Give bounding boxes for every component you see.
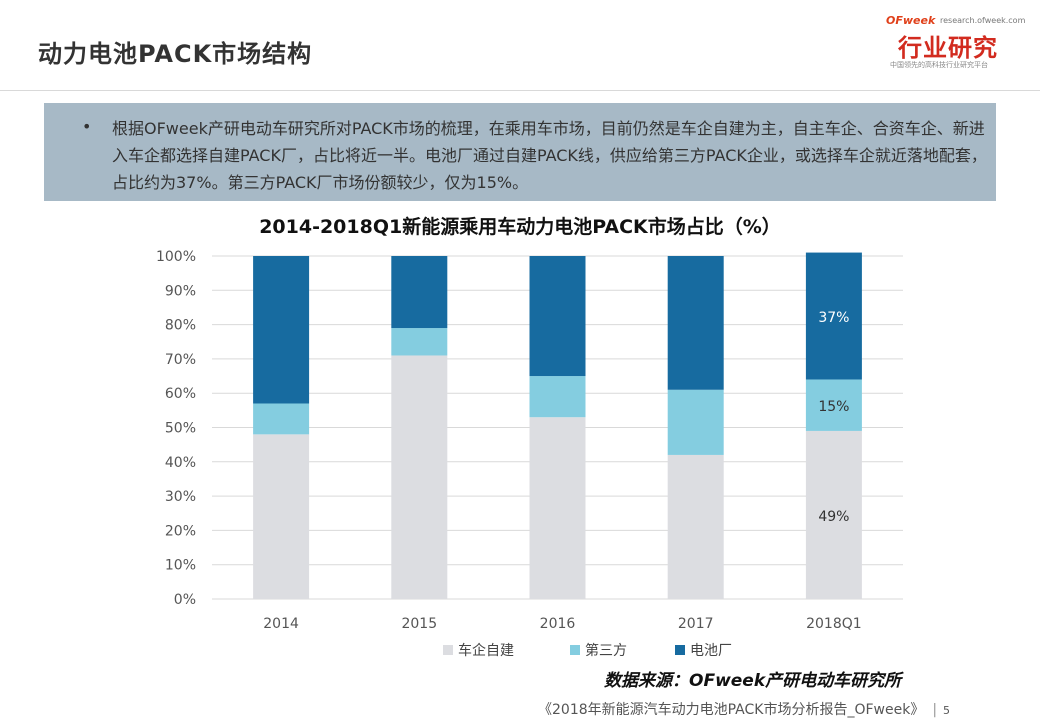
bar-segment: [253, 434, 310, 599]
y-tick-label: 20%: [165, 523, 196, 539]
y-tick-label: 60%: [165, 386, 196, 402]
legend-swatch: [570, 645, 580, 655]
y-tick-label: 90%: [165, 283, 196, 299]
bar-segment: [805, 379, 862, 431]
x-tick-label: 2016: [540, 616, 576, 632]
legend-label: 车企自建: [458, 642, 514, 659]
bullet-icon: •: [82, 117, 92, 136]
legend-swatch: [443, 645, 453, 655]
x-tick-label: 2017: [678, 616, 714, 632]
summary-callout: • 根据OFweek产研电动车研究所对PACK市场的梳理，在乘用车市场，目前仍然…: [44, 103, 996, 201]
page-number: 5: [943, 704, 951, 717]
bar-segment: [253, 403, 310, 435]
y-tick-label: 30%: [165, 489, 196, 505]
footer-separator: |: [932, 702, 938, 718]
bar-segment: [667, 256, 724, 390]
y-tick-label: 80%: [165, 318, 196, 334]
data-label: 49%: [818, 509, 849, 525]
legend-label: 第三方: [585, 642, 627, 659]
x-tick-label: 2018Q1: [806, 616, 862, 632]
data-label: 15%: [818, 399, 849, 415]
y-tick-label: 100%: [156, 249, 196, 265]
data-source: 数据来源：OFweek产研电动车研究所: [604, 671, 902, 691]
y-tick-label: 40%: [165, 455, 196, 471]
bar-segment: [805, 252, 862, 380]
footer: 《2018年新能源汽车动力电池PACK市场分析报告_OFweek》 | 5: [538, 699, 950, 719]
logo-subtitle: 中国领先的高科技行业研究平台: [890, 61, 988, 69]
data-label: 37%: [818, 310, 849, 326]
bar-segment: [253, 256, 310, 404]
bar-segment: [529, 417, 586, 599]
y-tick-label: 10%: [165, 558, 196, 574]
bar-segment: [391, 328, 448, 356]
bar-segment: [667, 454, 724, 599]
logo-brand: OFweek: [886, 14, 936, 27]
page-title: 动力电池PACK市场结构: [38, 40, 313, 68]
bar-segment: [667, 389, 724, 455]
bar-segment: [529, 376, 586, 418]
summary-text: 根据OFweek产研电动车研究所对PACK市场的梳理，在乘用车市场，目前仍然是车…: [112, 119, 987, 192]
x-tick-label: 2014: [263, 616, 299, 632]
legend-label: 电池厂: [690, 643, 732, 659]
y-tick-label: 50%: [165, 421, 196, 437]
legend-swatch: [675, 645, 685, 655]
header-divider: [0, 90, 1040, 91]
ofweek-logo: OFweek research.ofweek.com 行业研究 中国领先的高科技…: [880, 14, 1025, 74]
x-tick-label: 2015: [401, 616, 437, 632]
logo-site: research.ofweek.com: [940, 16, 1026, 25]
bar-segment: [805, 430, 862, 599]
bar-segment: [391, 355, 448, 599]
bar-segment: [529, 256, 586, 377]
y-tick-label: 70%: [165, 352, 196, 368]
y-tick-label: 0%: [174, 592, 196, 608]
footer-report-title: 《2018年新能源汽车动力电池PACK市场分析报告_OFweek》: [538, 702, 925, 718]
bar-segment: [391, 256, 448, 329]
logo-main-text: 行业研究: [898, 34, 998, 62]
chart-title: 2014-2018Q1新能源乘用车动力电池PACK市场占比（%）: [259, 216, 781, 238]
